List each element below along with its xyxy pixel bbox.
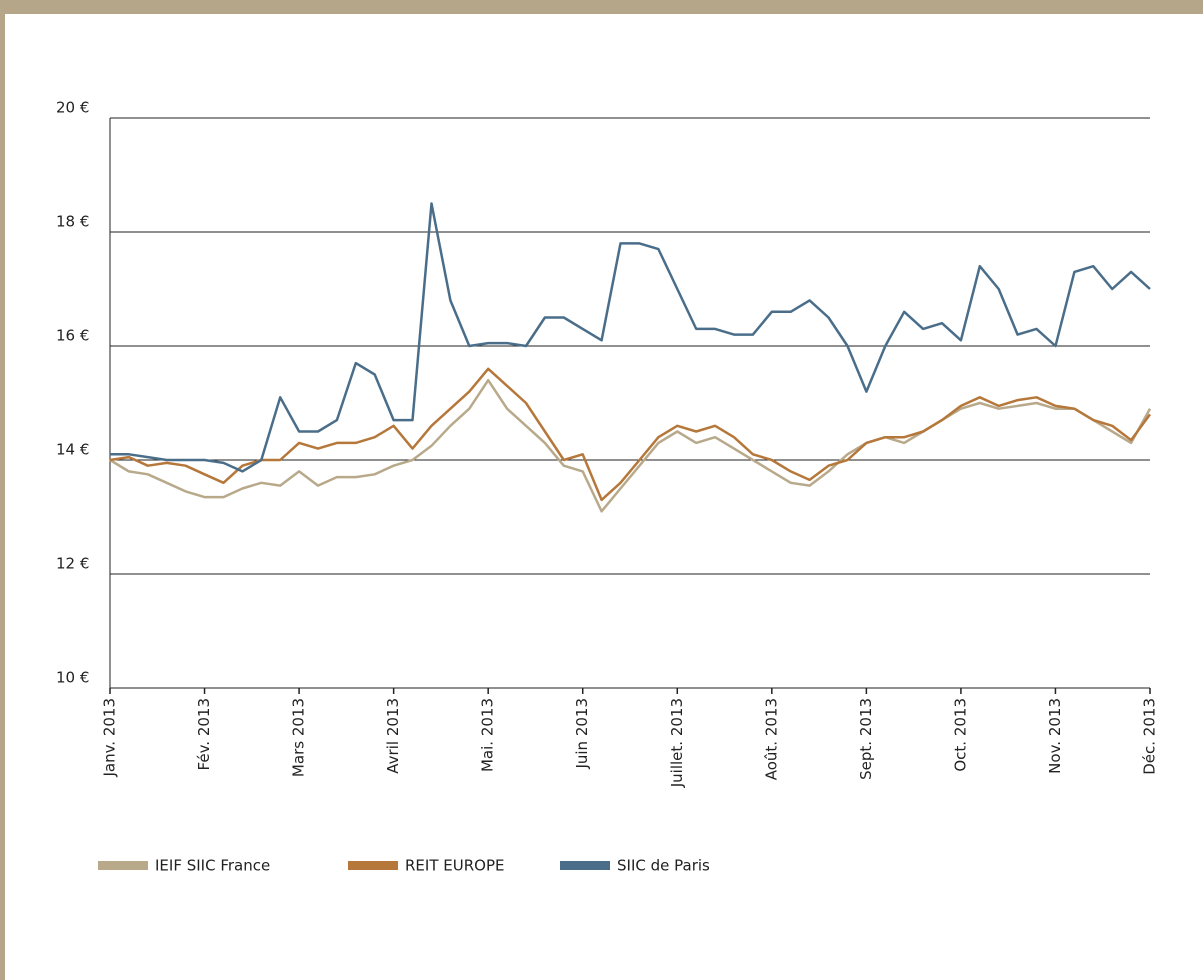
x-tick-label: Nov. 2013 [1046,698,1064,774]
series-line [110,202,1151,473]
x-tick-label: Août. 2013 [762,698,780,780]
x-tick-label: Mars 2013 [290,698,308,777]
legend-label: SIIC de Paris [617,857,710,875]
y-tick-label: 14 € [56,441,89,459]
x-tick-label: Juin 2013 [573,698,591,770]
series-line [109,367,1152,502]
x-tick-label: Sept. 2013 [857,698,875,780]
top-bar [0,0,1203,14]
x-tick-label: Avril 2013 [384,698,402,774]
x-tick-label: Oct. 2013 [951,698,969,772]
x-tick-label: Mai. 2013 [479,698,497,772]
y-tick-label: 12 € [56,555,89,573]
y-tick-label: 20 € [56,99,89,117]
legend-label: IEIF SIIC France [155,857,270,875]
y-tick-label: 10 € [56,669,89,687]
y-tick-label: 16 € [56,327,89,345]
x-tick-label: Déc. 2013 [1141,698,1159,775]
x-tick-label: Janv. 2013 [101,698,119,778]
x-tick-label: Fév. 2013 [195,698,213,770]
y-tick-label: 18 € [56,213,89,231]
x-tick-label: Juillet. 2013 [668,698,686,788]
legend-swatch [98,861,148,870]
legend-swatch [560,861,610,870]
legend-label: REIT EUROPE [405,857,504,875]
legend-swatch [348,861,398,870]
series-line [109,378,1152,513]
left-border [0,0,5,980]
